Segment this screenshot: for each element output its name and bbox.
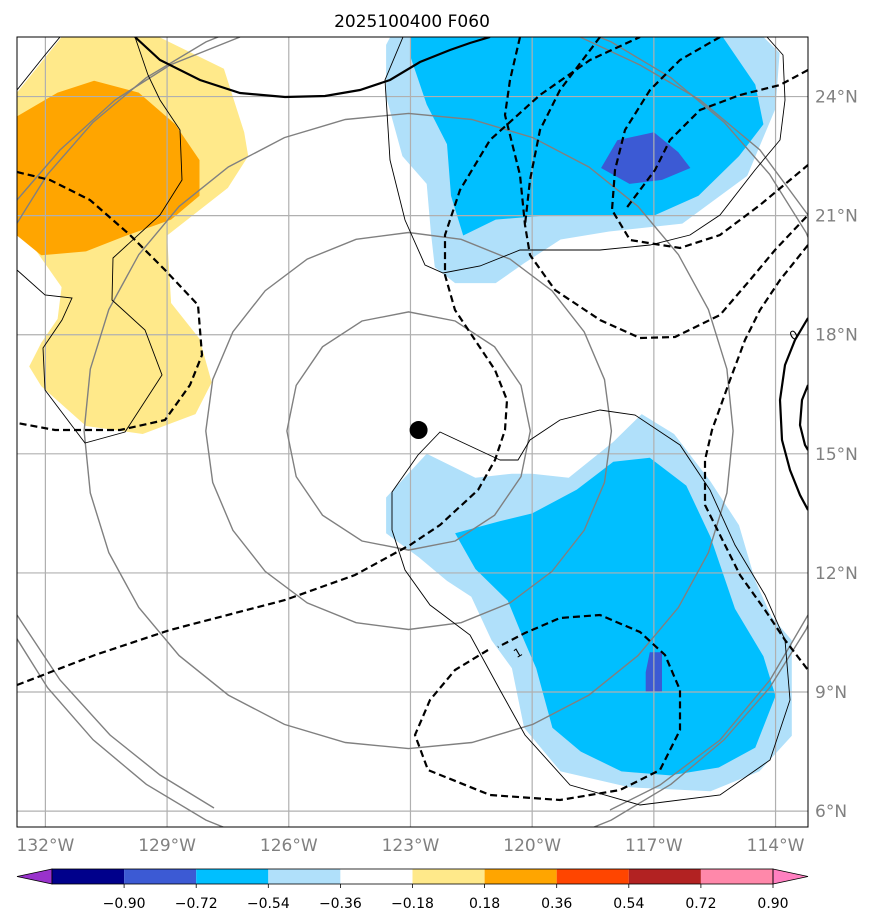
colorbar-segment bbox=[556, 869, 629, 884]
colorbar: −0.90 −0.72 −0.54 −0.36 −0.18 0.18 0.36 0.54 0.7… bbox=[16, 868, 809, 912]
x-tick-label: 132°W bbox=[17, 836, 75, 856]
colorbar-tick-label: 0.54 bbox=[613, 896, 644, 912]
colorbar-tick-label: 0.18 bbox=[469, 896, 500, 912]
colorbar-tick-label: −0.36 bbox=[319, 896, 362, 912]
boundary-contour bbox=[17, 37, 183, 444]
range-ring bbox=[609, 614, 808, 811]
boundary-contour bbox=[17, 37, 61, 91]
y-tick-label: 18°N bbox=[815, 326, 858, 346]
fill-region bbox=[410, 37, 764, 236]
longitude-axis: 132°W 129°W 126°W 123°W 120°W 117°W 114°W bbox=[17, 836, 805, 856]
x-tick-label: 114°W bbox=[747, 836, 805, 856]
colorbar-segment bbox=[484, 869, 557, 884]
x-tick-label: 117°W bbox=[625, 836, 683, 856]
colorbar-extend-low bbox=[16, 868, 53, 885]
dashed-contour bbox=[624, 69, 808, 211]
colorbar-tick-label: −0.90 bbox=[103, 896, 146, 912]
shaded-fields bbox=[17, 37, 792, 792]
fill-region bbox=[17, 80, 200, 256]
latitude-axis: 6°N 9°N 12°N 15°N 18°N 21°N 24°N bbox=[815, 88, 858, 823]
colorbar-segment bbox=[268, 869, 341, 884]
colorbar-segment bbox=[124, 869, 197, 884]
colorbar-segment bbox=[628, 869, 701, 884]
x-tick-label: 120°W bbox=[503, 836, 561, 856]
colorbar-tick-label: 0.72 bbox=[685, 896, 716, 912]
map-area: 10 bbox=[17, 37, 808, 827]
colorbar-segment bbox=[52, 869, 125, 884]
solid-contour bbox=[778, 317, 808, 511]
chart-title: 2025100400 F060 bbox=[334, 12, 490, 32]
colorbar-tick-label: −0.18 bbox=[391, 896, 434, 912]
dashed-contour bbox=[703, 244, 808, 671]
colorbar-tick-label: 0.90 bbox=[757, 896, 788, 912]
range-ring bbox=[17, 614, 215, 809]
y-tick-label: 15°N bbox=[815, 445, 858, 465]
x-tick-label: 123°W bbox=[382, 836, 440, 856]
lat-lon-gridlines bbox=[17, 37, 808, 827]
y-tick-label: 6°N bbox=[815, 802, 847, 822]
colorbar-extend-high bbox=[772, 868, 809, 885]
colorbar-tick-label: −0.72 bbox=[175, 896, 218, 912]
colorbar-segment bbox=[196, 869, 269, 884]
colorbar-tick-label: 0.36 bbox=[541, 896, 572, 912]
range-ring bbox=[205, 231, 613, 631]
dashed-contours bbox=[17, 37, 808, 802]
solid-contour bbox=[798, 384, 808, 451]
range-ring bbox=[17, 37, 241, 201]
colorbar-segment bbox=[340, 869, 413, 884]
y-tick-label: 21°N bbox=[815, 207, 858, 227]
dashed-contour bbox=[523, 37, 601, 226]
solid-contours bbox=[134, 37, 808, 511]
fill-region bbox=[455, 457, 776, 776]
map-frame bbox=[16, 36, 809, 828]
y-tick-label: 24°N bbox=[815, 88, 858, 108]
x-tick-label: 126°W bbox=[260, 836, 318, 856]
colorbar-segment bbox=[412, 869, 485, 884]
y-tick-label: 9°N bbox=[815, 683, 847, 703]
solid-contour bbox=[134, 37, 491, 99]
range-ring bbox=[83, 112, 734, 750]
x-tick-label: 129°W bbox=[138, 836, 196, 856]
y-tick-label: 12°N bbox=[815, 564, 858, 584]
range-rings bbox=[17, 37, 808, 827]
dashed-contour bbox=[610, 37, 808, 250]
field-boundary-contours bbox=[17, 37, 791, 806]
fill-region bbox=[601, 132, 691, 184]
boundary-contour bbox=[391, 409, 791, 806]
range-ring bbox=[17, 37, 808, 827]
dashed-contour bbox=[17, 37, 641, 687]
range-ring bbox=[579, 37, 808, 216]
boundary-contour bbox=[384, 37, 786, 274]
dashed-contour bbox=[17, 170, 204, 432]
colorbar-segment bbox=[700, 869, 773, 884]
storm-center-marker bbox=[409, 421, 428, 440]
colorbar-tick-label: −0.54 bbox=[247, 896, 290, 912]
dashed-contour bbox=[413, 613, 682, 802]
dashed-contour bbox=[503, 37, 808, 340]
